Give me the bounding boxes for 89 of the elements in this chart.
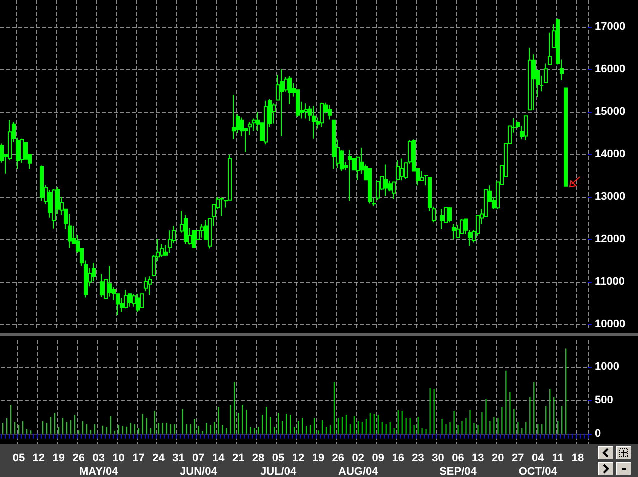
x-tick-label: 06 — [452, 452, 464, 464]
x-tick-label: 11 — [552, 452, 564, 464]
candlestick — [40, 165, 44, 202]
candlestick — [124, 290, 128, 310]
candlestick — [220, 197, 224, 217]
x-tick-label: 16 — [392, 452, 404, 464]
x-tick-label: 30 — [432, 452, 444, 464]
y-tick-label: 0 — [595, 428, 602, 440]
candlestick — [92, 262, 96, 282]
candlestick — [528, 47, 532, 111]
x-tick-label: 04 — [532, 452, 546, 464]
text: SEP/04 — [440, 466, 478, 477]
candlestick — [440, 208, 444, 230]
candlestick — [100, 273, 104, 298]
text: AUG/04 — [338, 466, 380, 477]
x-tick-label: 12 — [292, 452, 305, 464]
x-tick-label: 12 — [32, 452, 46, 464]
text: JUL/04 — [260, 466, 298, 477]
x-tick-label: 31 — [172, 452, 185, 464]
candlestick — [448, 206, 452, 224]
candlestick — [272, 103, 276, 124]
x-tick-label: 20 — [492, 452, 504, 464]
x-tick-label: 19 — [312, 452, 325, 464]
candlestick — [232, 94, 236, 140]
text: OCT/04 — [518, 466, 558, 477]
text: MAY/04 — [79, 466, 120, 477]
x-tick-label: 19 — [52, 452, 66, 464]
x-tick-label: 26 — [332, 452, 345, 464]
candlestick — [544, 63, 548, 84]
x-tick-label: 27 — [512, 452, 524, 464]
x-tick-label: 03 — [92, 452, 105, 464]
y-tick-label: 17000 — [595, 20, 626, 33]
candlestick — [140, 294, 144, 308]
y-tick-label: 13000 — [595, 190, 626, 203]
y-tick-label: 1000 — [595, 360, 620, 373]
x-tick-label: 05 — [272, 452, 285, 464]
candlestick — [280, 68, 284, 138]
x-tick-label: 26 — [72, 452, 85, 464]
y-tick-label: 11000 — [595, 276, 625, 288]
candlestick — [128, 294, 132, 308]
x-tick-label: 28 — [252, 452, 265, 464]
candlestick — [108, 265, 112, 298]
candlestick — [396, 160, 400, 182]
candlestick — [168, 230, 172, 254]
y-tick-label: 12000 — [595, 233, 626, 246]
candlestick — [368, 168, 372, 204]
candlestick — [288, 76, 292, 105]
candlestick — [524, 116, 528, 141]
candlestick — [200, 224, 204, 238]
candlestick — [420, 170, 424, 182]
candlestick — [264, 100, 268, 146]
x-tick-label: 24 — [152, 452, 166, 464]
x-tick-label: 10 — [112, 452, 125, 464]
y-tick-label: 10000 — [595, 318, 626, 330]
candlestick — [312, 106, 316, 140]
x-tick-label: 13 — [472, 452, 484, 464]
candlestick — [320, 102, 324, 128]
x-tick-label: 21 — [232, 452, 245, 464]
x-tick-label: 23 — [412, 452, 424, 464]
x-tick-label: 07 — [192, 452, 205, 464]
x-tick-label: 09 — [372, 452, 384, 464]
candlestick — [392, 182, 396, 200]
x-tick-label: 14 — [212, 452, 226, 464]
candlestick — [144, 277, 148, 292]
y-tick-label: 15000 — [595, 106, 626, 118]
candlestick — [424, 175, 428, 186]
candlestick — [348, 149, 352, 202]
candlestick — [452, 224, 456, 240]
candlestick — [548, 32, 552, 66]
candlestick — [564, 88, 568, 187]
x-tick-label: 05 — [12, 452, 26, 464]
candlestick — [304, 103, 308, 120]
candlestick — [192, 230, 196, 249]
candlestick — [460, 218, 464, 235]
y-tick-label: 14000 — [595, 148, 626, 160]
x-tick-label: 17 — [132, 452, 145, 464]
candlestick — [136, 294, 140, 312]
x-tick-label: 18 — [572, 452, 584, 464]
candlestick — [148, 276, 152, 296]
y-tick-label: 16000 — [595, 63, 626, 76]
candlestick — [384, 164, 388, 196]
text: JUN/04 — [180, 466, 218, 477]
x-tick-label: 02 — [352, 452, 365, 464]
candlestick — [328, 104, 332, 120]
candlestick — [52, 188, 56, 230]
candlestick — [184, 214, 188, 245]
candlestick — [332, 120, 336, 170]
y-tick-label: 500 — [595, 394, 614, 406]
candlestick — [400, 158, 404, 182]
